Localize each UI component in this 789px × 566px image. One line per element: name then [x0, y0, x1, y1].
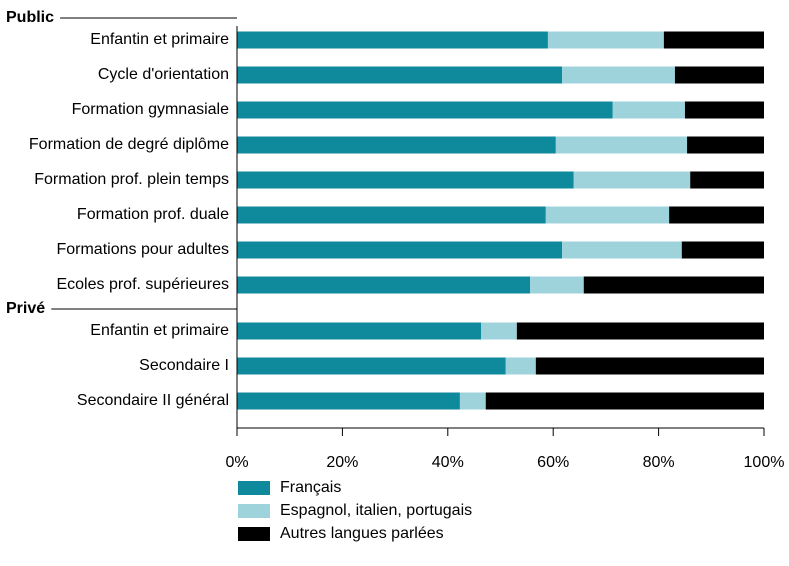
- bar-segment: [237, 241, 563, 259]
- bar-segment: [555, 136, 688, 154]
- x-tick-label: 0%: [225, 454, 248, 471]
- bar-segment: [516, 322, 764, 340]
- bar-segment: [535, 357, 764, 375]
- x-tick-label: 60%: [537, 454, 569, 471]
- legend-label: Français: [280, 479, 341, 496]
- y-tick-label: Secondaire II général: [77, 392, 229, 409]
- bar-segment: [237, 171, 574, 189]
- bar-segment: [687, 136, 764, 154]
- legend-swatch: [238, 504, 270, 518]
- legend-swatch: [238, 527, 270, 541]
- group-label: Public: [6, 9, 54, 26]
- bar-segment: [237, 322, 482, 340]
- x-tick-label: 80%: [643, 454, 675, 471]
- y-tick-label: Cycle d'orientation: [98, 66, 229, 83]
- bar-segment: [562, 66, 675, 84]
- bar-segment: [481, 322, 517, 340]
- bar-segment: [237, 66, 563, 84]
- y-tick-label: Formation prof. plein temps: [34, 171, 229, 188]
- bar-segment: [573, 171, 691, 189]
- bar-segment: [663, 31, 764, 49]
- y-tick-label: Enfantin et primaire: [90, 31, 229, 48]
- y-tick-label: Formation prof. duale: [77, 206, 229, 223]
- y-tick-label: Ecoles prof. supérieures: [56, 276, 229, 293]
- bar-segment: [237, 136, 556, 154]
- bar-segment: [237, 31, 548, 49]
- bar-segment: [237, 392, 460, 410]
- y-tick-label: Formation gymnasiale: [72, 101, 230, 118]
- group-label: Privé: [6, 300, 45, 317]
- bar-segment: [684, 101, 764, 119]
- bar-segment: [681, 241, 764, 259]
- bar-segment: [690, 171, 764, 189]
- bar-segment: [562, 241, 682, 259]
- bar-segment: [583, 276, 764, 294]
- legend-label: Autres langues parlées: [280, 525, 444, 542]
- bar-segment: [505, 357, 536, 375]
- bar-segment: [674, 66, 764, 84]
- bar-segment: [612, 101, 685, 119]
- y-tick-label: Enfantin et primaire: [90, 322, 229, 339]
- legend-swatch: [238, 481, 270, 495]
- bar-segment: [237, 276, 531, 294]
- bar-segment: [669, 206, 764, 224]
- bar-segment: [459, 392, 486, 410]
- bar-segment: [547, 31, 664, 49]
- x-tick-label: 20%: [326, 454, 358, 471]
- x-tick-label: 40%: [432, 454, 464, 471]
- y-tick-label: Formation de degré diplôme: [29, 136, 229, 153]
- y-tick-label: Secondaire I: [139, 357, 229, 374]
- bar-segment: [530, 276, 584, 294]
- legend-label: Espagnol, italien, portugais: [280, 502, 472, 519]
- bar-segment: [545, 206, 670, 224]
- x-tick-label: 100%: [744, 454, 785, 471]
- y-tick-label: Formations pour adultes: [56, 241, 229, 258]
- bar-segment: [237, 101, 613, 119]
- bar-segment: [237, 357, 506, 375]
- bar-segment: [485, 392, 764, 410]
- bar-segment: [237, 206, 546, 224]
